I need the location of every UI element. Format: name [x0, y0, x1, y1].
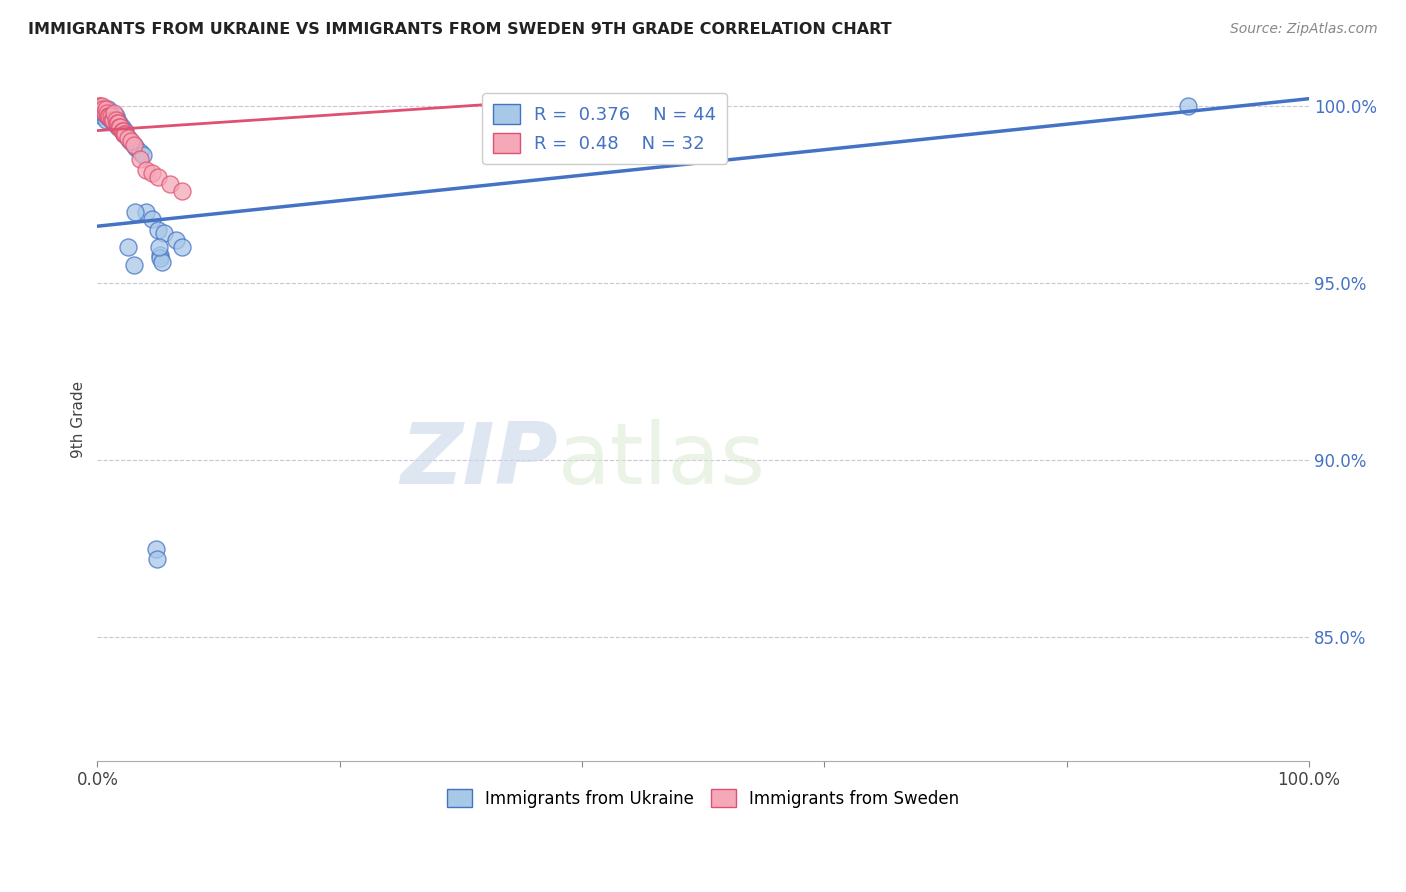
Point: [112, 127, 135, 141]
Point: [141, 166, 163, 180]
Point: [153, 227, 176, 241]
Point: [122, 137, 145, 152]
Point: [110, 120, 132, 134]
Point: [114, 123, 136, 137]
Point: [93, 106, 115, 120]
Point: [122, 258, 145, 272]
Point: [97, 109, 120, 123]
Point: [117, 130, 139, 145]
Point: [145, 541, 167, 556]
Point: [93, 103, 115, 117]
Point: [132, 148, 155, 162]
Point: [87, 103, 110, 117]
Text: IMMIGRANTS FROM UKRAINE VS IMMIGRANTS FROM SWEDEN 9TH GRADE CORRELATION CHART: IMMIGRANTS FROM UKRAINE VS IMMIGRANTS FR…: [28, 22, 891, 37]
Point: [124, 205, 146, 219]
Point: [98, 106, 121, 120]
Point: [145, 552, 167, 566]
Point: [110, 123, 132, 137]
Point: [111, 123, 134, 137]
Point: [122, 137, 145, 152]
Point: [1177, 99, 1199, 113]
Point: [149, 247, 172, 261]
Point: [110, 120, 132, 134]
Point: [97, 103, 120, 117]
Point: [117, 130, 139, 145]
Point: [108, 116, 131, 130]
Point: [91, 109, 114, 123]
Point: [93, 106, 115, 120]
Point: [103, 116, 125, 130]
Point: [103, 106, 125, 120]
Point: [107, 120, 129, 134]
Point: [114, 127, 136, 141]
Point: [141, 212, 163, 227]
Point: [96, 109, 118, 123]
Point: [135, 162, 157, 177]
Point: [105, 116, 128, 130]
Point: [159, 177, 181, 191]
Point: [149, 251, 172, 265]
Point: [91, 99, 114, 113]
Point: [107, 116, 129, 130]
Point: [125, 141, 148, 155]
Point: [128, 145, 150, 159]
Point: [100, 112, 122, 127]
Point: [146, 169, 169, 184]
Point: [101, 112, 124, 127]
Point: [172, 240, 194, 254]
Point: [111, 123, 134, 137]
Point: [90, 106, 112, 120]
Point: [87, 99, 110, 113]
Point: [108, 120, 131, 134]
Point: [120, 134, 142, 148]
Point: [96, 106, 118, 120]
Point: [104, 112, 127, 127]
Legend: Immigrants from Ukraine, Immigrants from Sweden: Immigrants from Ukraine, Immigrants from…: [440, 783, 966, 814]
Point: [120, 134, 142, 148]
Point: [94, 112, 117, 127]
Point: [98, 109, 121, 123]
Point: [135, 205, 157, 219]
Point: [112, 127, 135, 141]
Y-axis label: 9th Grade: 9th Grade: [72, 381, 86, 458]
Point: [101, 112, 124, 127]
Point: [93, 103, 115, 117]
Point: [94, 103, 117, 117]
Text: Source: ZipAtlas.com: Source: ZipAtlas.com: [1230, 22, 1378, 37]
Point: [165, 233, 187, 247]
Point: [146, 223, 169, 237]
Point: [104, 109, 127, 123]
Point: [90, 103, 112, 117]
Point: [117, 240, 139, 254]
Point: [101, 112, 124, 127]
Point: [128, 152, 150, 166]
Point: [148, 240, 170, 254]
Point: [89, 99, 111, 113]
Point: [150, 254, 173, 268]
Point: [110, 120, 132, 134]
Point: [105, 112, 128, 127]
Text: ZIP: ZIP: [401, 418, 558, 502]
Point: [100, 109, 122, 123]
Point: [101, 109, 124, 123]
Point: [172, 184, 194, 198]
Text: atlas: atlas: [558, 418, 766, 502]
